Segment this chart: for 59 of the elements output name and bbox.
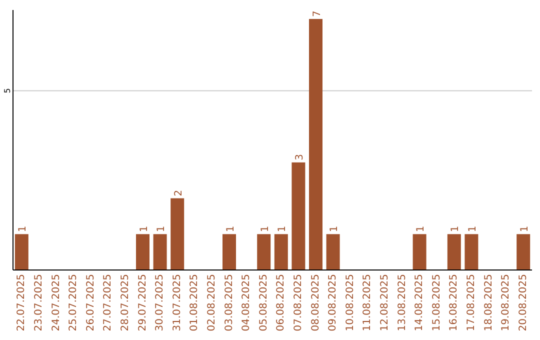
data-label: 1 xyxy=(450,226,462,232)
x-tick-label: 27.07.2025 xyxy=(102,274,114,332)
x-tick-label: 23.07.2025 xyxy=(33,274,44,332)
x-tick-label: 03.08.2025 xyxy=(224,274,235,332)
x-tick-label: 29.07.2025 xyxy=(137,274,148,332)
bar xyxy=(274,234,288,270)
bar xyxy=(257,234,271,270)
bar xyxy=(153,234,167,270)
data-label: 2 xyxy=(173,190,184,196)
x-tick-label: 05.08.2025 xyxy=(258,274,270,332)
x-tick-label: 31.07.2025 xyxy=(172,274,183,332)
bar xyxy=(412,234,426,270)
x-tick-label: 01.08.2025 xyxy=(189,274,200,332)
bar xyxy=(326,234,340,270)
data-label: 1 xyxy=(329,226,340,232)
bar xyxy=(447,234,461,270)
x-tick-label: 14.08.2025 xyxy=(414,274,426,332)
x-tick-label: 30.07.2025 xyxy=(154,274,166,332)
x-tick-label: 08.08.2025 xyxy=(310,274,322,332)
x-tick-label: 12.08.2025 xyxy=(379,274,390,332)
bar xyxy=(170,198,184,270)
x-tick-label: 06.08.2025 xyxy=(276,274,287,332)
bar xyxy=(292,162,306,270)
bar xyxy=(14,234,28,270)
bar xyxy=(136,234,150,270)
data-label: 1 xyxy=(156,226,168,232)
data-label: 1 xyxy=(260,226,271,232)
x-tick-label: 28.07.2025 xyxy=(120,274,131,332)
x-tick-label: 17.08.2025 xyxy=(466,274,477,332)
y-tick-label: 5 xyxy=(3,88,12,94)
data-label: 1 xyxy=(18,226,29,232)
x-tick-label: 13.08.2025 xyxy=(396,274,408,332)
x-tick-label: 02.08.2025 xyxy=(206,274,218,332)
data-label: 1 xyxy=(138,226,150,232)
x-tick-label: 26.07.2025 xyxy=(85,274,96,332)
x-tick-label: 04.08.2025 xyxy=(241,274,252,332)
data-label: 7 xyxy=(312,10,323,17)
data-label: 1 xyxy=(225,226,236,232)
data-label: 1 xyxy=(467,226,478,232)
x-tick-label: 07.08.2025 xyxy=(292,274,304,332)
x-tick-label: 20.08.2025 xyxy=(518,274,529,332)
x-tick-label: 22.07.2025 xyxy=(16,274,28,332)
data-label: 1 xyxy=(277,226,288,232)
x-tick-label: 16.08.2025 xyxy=(448,274,460,332)
bar xyxy=(222,234,236,270)
bar xyxy=(464,234,478,270)
data-label: 1 xyxy=(519,226,530,232)
bar xyxy=(309,18,322,270)
x-tick-label: 18.08.2025 xyxy=(483,274,494,332)
x-tick-label: 11.08.2025 xyxy=(362,274,374,332)
x-tick-label: 19.08.2025 xyxy=(500,274,512,332)
x-tick-label: 24.07.2025 xyxy=(50,274,62,332)
x-tick-label: 15.08.2025 xyxy=(431,274,442,332)
x-tick-label: 09.08.2025 xyxy=(328,274,339,332)
bar xyxy=(516,234,530,270)
x-tick-label: 10.08.2025 xyxy=(344,274,356,332)
data-label: 3 xyxy=(294,154,306,160)
x-tick-label: 25.07.2025 xyxy=(68,274,80,332)
data-label: 1 xyxy=(416,226,427,232)
